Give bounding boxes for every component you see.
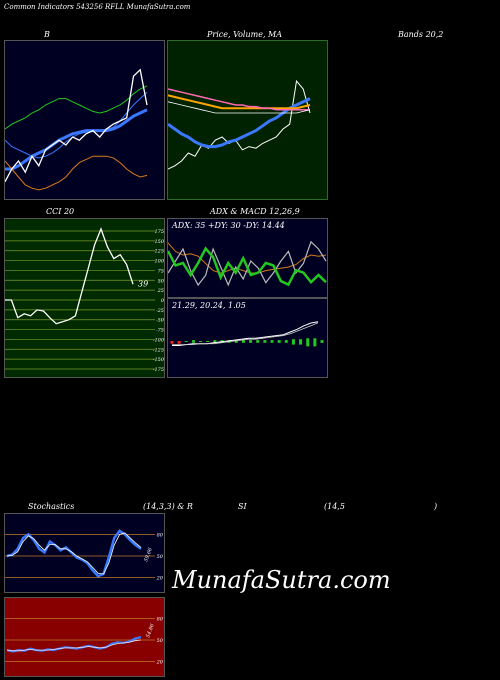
bollinger-chart: [5, 68, 148, 191]
stochastics-chart: 80 50 20 59.66: [5, 529, 164, 582]
price-volume-ma-label: Price, Volume, MA: [207, 30, 283, 39]
cci-tick-label: 150: [154, 239, 164, 245]
rsi-value-label: 54.86: [145, 622, 156, 638]
macd-histogram-bar: [270, 340, 274, 343]
adx-line: [168, 242, 327, 274]
price-ma-short: [168, 97, 311, 149]
bollinger-label: B: [44, 30, 50, 39]
cci-tick-label: 75: [158, 268, 164, 274]
rsi-line: [6, 636, 142, 653]
macd-histogram-bar: [313, 338, 317, 347]
macd-histogram-bar: [284, 340, 288, 343]
bands-label: Bands 20,2: [398, 30, 444, 39]
macd-histogram-bar: [241, 340, 245, 343]
stochastics-value-label: 59.66: [143, 546, 154, 562]
rsi-tick-label: 20: [156, 660, 164, 666]
macd-histogram-bar: [170, 341, 174, 344]
macd-histogram-bar: [249, 340, 253, 343]
bollinger-price-ma: [5, 91, 148, 159]
minus-dy-line: [168, 246, 327, 287]
macd-line: [172, 321, 319, 346]
cci-tick-label: -100: [153, 337, 165, 343]
stochastics-k-line: [6, 529, 142, 578]
stochastics-label: Stochastics: [28, 502, 75, 511]
price-ma-long: [168, 88, 310, 111]
bollinger-price-line: [5, 68, 148, 183]
stochastics-params: (14,3,3) & R: [143, 502, 193, 511]
cci-tick-label: -150: [153, 357, 165, 363]
adx-values: ADX: 35 +DY: 30 -DY: 14.44: [172, 221, 285, 230]
macd-histogram-bar: [306, 338, 310, 347]
bollinger-panel: [4, 40, 165, 200]
macd-histogram-bar: [177, 341, 181, 344]
price-line: [168, 79, 311, 170]
cci-panel: 175 150 125 100 75 50 25 0 -25 -50 -75 -100 -125 -150…: [4, 218, 165, 378]
rsi-params: (14,5: [324, 502, 345, 511]
macd-histogram-bar: [299, 339, 303, 345]
macd-signal-line: [172, 322, 319, 345]
adx-panel: ADX: 35 +DY: 30 -DY: 14.44: [167, 218, 328, 298]
cci-tick-label: 50: [158, 278, 165, 284]
price-ma-extra: [168, 101, 311, 114]
cci-label: CCI 20: [46, 207, 75, 216]
macd-histogram-bar: [320, 340, 324, 343]
rsi-tick-label: 50: [157, 638, 164, 644]
rsi-tick-label: 80: [157, 616, 164, 622]
macd-histogram-bar: [234, 340, 238, 343]
cci-tick-label: -75: [156, 328, 164, 334]
macd-panel: 21.29, 20.24, 1.05: [167, 298, 328, 378]
plus-dy-line: [168, 240, 327, 287]
cci-tick-label: -125: [153, 347, 164, 353]
cci-tick-label: 175: [154, 229, 164, 235]
macd-histogram-bar: [213, 340, 217, 343]
price-panel: [167, 40, 328, 200]
macd-histogram-bar: [184, 341, 188, 342]
stochastics-panel: 80 50 20 59.66: [4, 513, 165, 593]
cci-tick-label: 100: [154, 259, 164, 265]
cci-tick-label: -175: [153, 367, 164, 373]
rsi-chart: 80 50 20 54.86: [5, 616, 164, 666]
rsi-label: SI: [238, 502, 247, 511]
cci-tick-label: 125: [154, 249, 164, 255]
bollinger-lower-band: [5, 155, 148, 191]
macd-histogram-bar: [191, 340, 195, 343]
price-chart: [168, 79, 311, 170]
macd-values: 21.29, 20.24, 1.05: [172, 301, 246, 310]
cci-value-label: 39: [138, 280, 148, 289]
cci-tick-label: -25: [156, 308, 164, 314]
macd-histogram-bar: [291, 339, 295, 345]
stochastics-d-line: [6, 532, 142, 575]
macd-histogram-bar: [263, 340, 267, 343]
bollinger-middle-band: [5, 108, 148, 171]
adx-chart: [168, 240, 327, 287]
macd-chart: [170, 321, 324, 347]
cci-chart: 175 150 125 100 75 50 25 0 -25 -50 -75 -100 -125 -150…: [5, 227, 165, 373]
macd-histogram-bar: [256, 340, 260, 343]
bollinger-upper-band: [5, 85, 148, 130]
rsi-panel: 80 50 20 54.86: [4, 597, 165, 677]
cci-tick-label: 0: [161, 298, 165, 304]
rsi-ma-line: [6, 639, 142, 652]
page-title: Common Indicators 543256 RFLL MunafaSutr…: [4, 3, 191, 11]
macd-histogram-bar: [199, 341, 203, 342]
cci-tick-label: -50: [156, 318, 165, 324]
stochastics-tick-label: 80: [157, 532, 164, 538]
cci-tick-label: 25: [157, 288, 164, 294]
macd-histogram-bar: [206, 341, 210, 342]
adx-macd-label: ADX & MACD 12,26,9: [210, 207, 300, 216]
cci-line: [5, 227, 134, 325]
macd-histogram-bar: [277, 340, 281, 343]
price-ma-mid: [168, 94, 311, 110]
stochastics-tick-label: 20: [156, 576, 164, 582]
brand-watermark: MunafaSutra.com: [172, 566, 391, 594]
rsi-params-close: ): [434, 502, 438, 511]
stochastics-tick-label: 50: [157, 554, 164, 560]
